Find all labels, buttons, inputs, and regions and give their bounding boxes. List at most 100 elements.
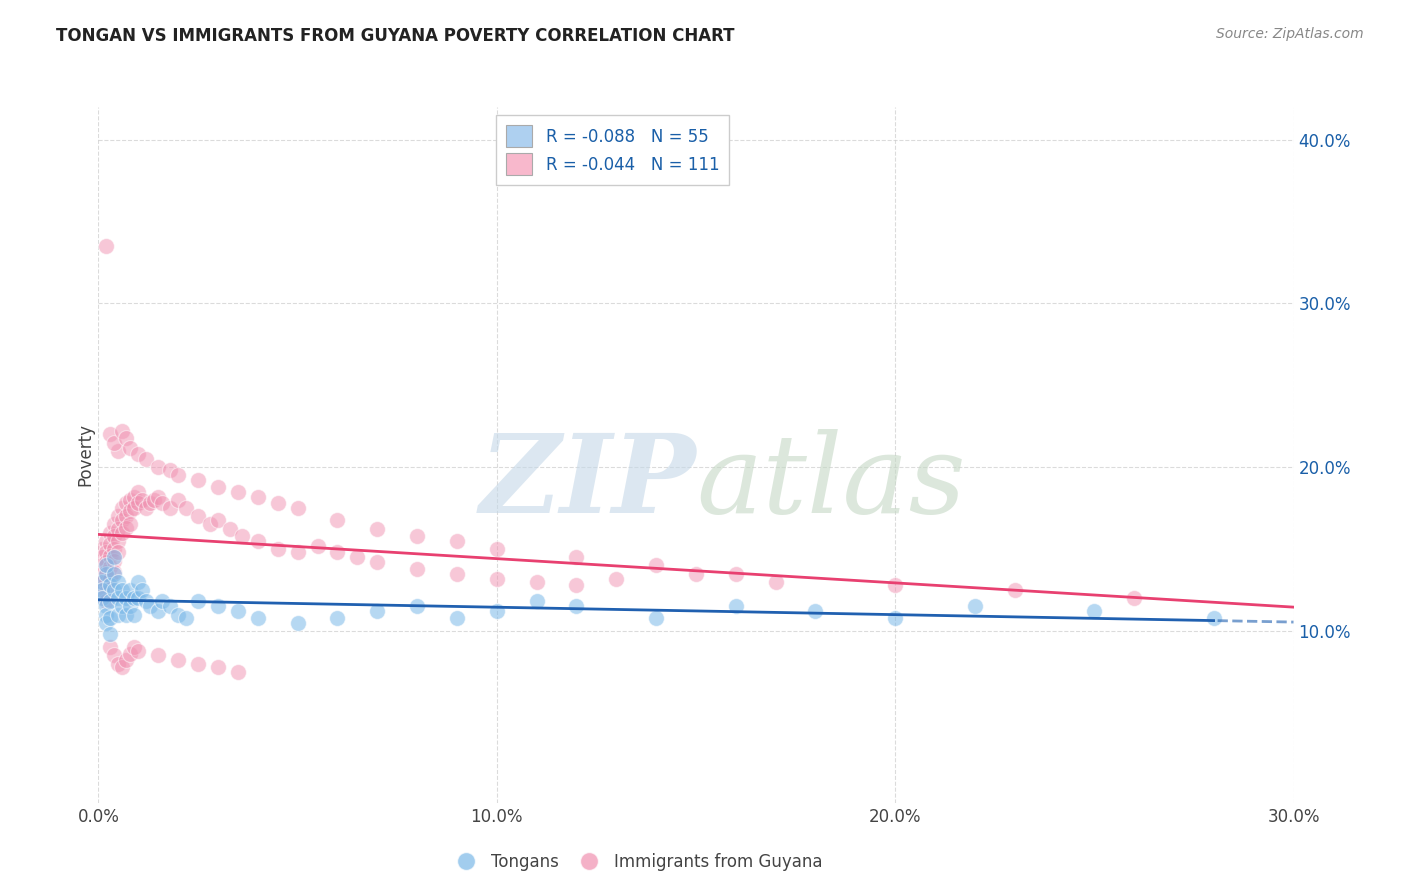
Text: Source: ZipAtlas.com: Source: ZipAtlas.com xyxy=(1216,27,1364,41)
Point xyxy=(231,529,253,543)
Point xyxy=(100,427,122,442)
Point xyxy=(187,473,209,487)
Point xyxy=(159,599,181,614)
Point xyxy=(246,533,269,548)
Point xyxy=(406,529,429,543)
Point xyxy=(963,599,986,614)
Point xyxy=(115,591,138,606)
Point xyxy=(366,523,388,537)
Point xyxy=(96,594,118,608)
Point xyxy=(103,582,125,597)
Point xyxy=(127,591,149,606)
Point xyxy=(111,424,134,438)
Point xyxy=(406,562,429,576)
Point xyxy=(526,594,548,608)
Point xyxy=(100,572,122,586)
Point xyxy=(120,504,142,518)
Point xyxy=(485,572,508,586)
Y-axis label: Poverty: Poverty xyxy=(76,424,94,486)
Point xyxy=(91,574,114,589)
Point xyxy=(96,239,118,253)
Point xyxy=(605,572,627,586)
Point xyxy=(187,509,209,524)
Point xyxy=(120,647,142,661)
Point xyxy=(96,558,118,573)
Point xyxy=(127,447,149,461)
Point xyxy=(124,490,146,504)
Point xyxy=(100,627,122,641)
Point xyxy=(107,533,129,548)
Point xyxy=(111,512,134,526)
Point xyxy=(124,640,146,655)
Point xyxy=(115,521,138,535)
Point xyxy=(103,565,125,579)
Point xyxy=(131,582,153,597)
Point xyxy=(645,611,668,625)
Point xyxy=(485,604,508,618)
Point xyxy=(167,492,190,507)
Point xyxy=(91,582,114,597)
Point xyxy=(226,484,249,499)
Point xyxy=(174,611,197,625)
Point xyxy=(198,517,221,532)
Point xyxy=(103,648,125,663)
Point xyxy=(96,584,118,599)
Point xyxy=(485,542,508,557)
Point xyxy=(96,574,118,589)
Point xyxy=(107,443,129,458)
Point xyxy=(1202,611,1225,625)
Point xyxy=(148,460,170,475)
Point xyxy=(103,529,125,543)
Point xyxy=(124,591,146,606)
Point xyxy=(143,492,166,507)
Point xyxy=(207,599,229,614)
Point xyxy=(111,582,134,597)
Point xyxy=(1123,591,1146,606)
Point xyxy=(96,565,118,579)
Point xyxy=(107,607,129,622)
Point xyxy=(120,599,142,614)
Point xyxy=(326,545,349,559)
Point xyxy=(884,578,907,592)
Point xyxy=(100,594,122,608)
Point xyxy=(107,523,129,537)
Point xyxy=(127,574,149,589)
Point xyxy=(96,615,118,630)
Point xyxy=(103,566,125,581)
Point xyxy=(107,591,129,606)
Point xyxy=(100,549,122,563)
Point xyxy=(287,501,309,516)
Point xyxy=(167,607,190,622)
Point xyxy=(91,574,114,589)
Point xyxy=(526,574,548,589)
Point xyxy=(135,594,157,608)
Point xyxy=(135,452,157,467)
Point xyxy=(446,566,468,581)
Point xyxy=(103,517,125,532)
Point xyxy=(100,611,122,625)
Point xyxy=(287,615,309,630)
Point xyxy=(685,566,707,581)
Point xyxy=(96,533,118,548)
Point xyxy=(115,607,138,622)
Point xyxy=(91,542,114,557)
Point xyxy=(107,657,129,671)
Point xyxy=(115,431,138,445)
Point xyxy=(115,509,138,524)
Point xyxy=(111,599,134,614)
Text: TONGAN VS IMMIGRANTS FROM GUYANA POVERTY CORRELATION CHART: TONGAN VS IMMIGRANTS FROM GUYANA POVERTY… xyxy=(56,27,735,45)
Legend: Tongans, Immigrants from Guyana: Tongans, Immigrants from Guyana xyxy=(443,847,830,878)
Point xyxy=(96,566,118,581)
Point xyxy=(167,468,190,483)
Point xyxy=(1004,582,1026,597)
Point xyxy=(127,643,149,657)
Point xyxy=(100,560,122,574)
Point xyxy=(120,582,142,597)
Point xyxy=(326,611,349,625)
Point xyxy=(226,604,249,618)
Point xyxy=(148,490,170,504)
Point xyxy=(207,480,229,494)
Point xyxy=(219,523,242,537)
Point xyxy=(96,599,118,614)
Point xyxy=(115,653,138,667)
